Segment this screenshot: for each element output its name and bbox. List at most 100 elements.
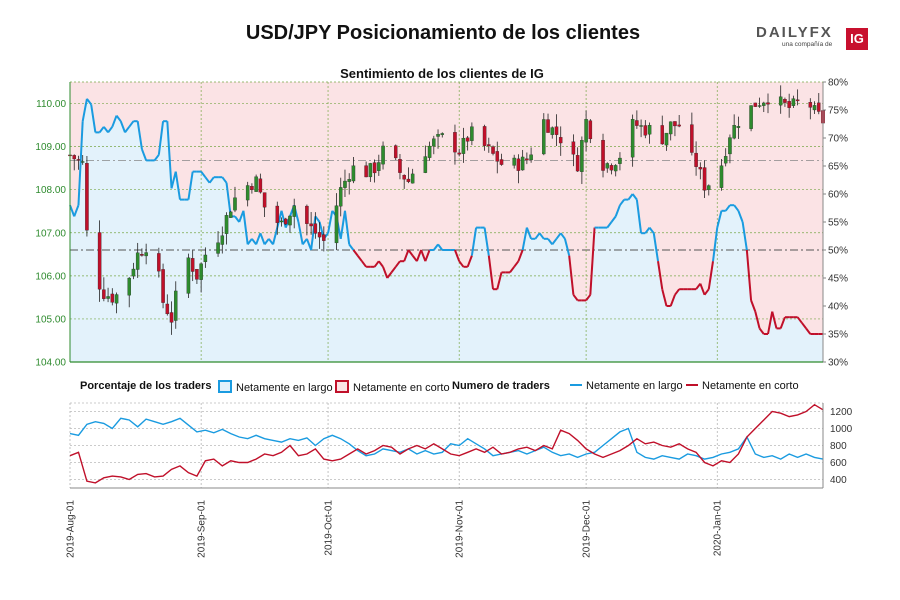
long-pct-line-segment [551,238,558,246]
candle-body [338,187,343,207]
candle-body [753,102,758,107]
long-sentiment-area [70,98,823,363]
candle-body [660,125,664,145]
long-pct-line-segment [386,271,393,279]
long-pct-line-segment [801,322,807,330]
candle-body [368,163,373,178]
candle-body [470,126,474,141]
legend-short-swatch [335,380,349,393]
pct-tick-label: 40% [828,302,848,313]
pct-tick-label: 50% [828,246,848,257]
candle-body [220,235,225,245]
candle-body [258,178,263,193]
candle-body [313,223,318,234]
candle-body [372,162,377,174]
long-pct-line-segment [458,260,465,268]
candle-body [224,215,229,234]
candle-body [288,215,292,226]
candle-body [322,234,326,241]
long-pct-line-segment [111,115,118,128]
candle-body [199,263,203,280]
long-pct-line-segment [420,249,427,262]
candle-body [639,125,643,127]
long-pct-line-segment [627,193,634,201]
logo-ig-badge: IG [846,28,868,50]
candle-body [487,144,491,147]
long-pct-line-segment [378,260,384,268]
candle-body [783,99,787,103]
price-tick-label: 110.00 [36,99,66,110]
long-pct-line-segment [589,227,596,295]
short-sentiment-area [70,82,823,334]
candle-body [161,269,165,303]
candle-body [76,159,81,161]
long-pct-line-segment [86,98,92,106]
long-pct-line-segment [433,243,439,251]
long-pct-line-segment [390,266,397,274]
long-pct-line-segment [382,266,389,279]
legend-num-title: Numero de traders [452,380,550,392]
count-tick-label: 1000 [830,424,853,435]
long-pct-line-segment [466,255,473,268]
long-pct-line-segment [767,311,774,335]
candle-body [732,125,736,139]
long-pct-line-segment [669,294,676,307]
long-pct-line-segment [424,249,431,262]
long-pct-line-segment [259,232,266,245]
candle-body [525,158,529,161]
long-pct-line-segment [263,238,270,246]
legend-num-short: Netamente en corto [686,380,799,392]
pct-tick-label: 65% [828,162,848,173]
long-pct-line-segment [805,327,812,335]
count-tick-label: 400 [830,475,847,486]
candle-body [393,145,398,159]
candle-body [157,253,161,272]
candle-body [542,119,546,155]
long-pct-line-segment [635,199,643,234]
candle-body [190,258,195,272]
candle-body [144,252,148,257]
dailyfx-logo: DAILYFX una compañía de IG [756,24,868,50]
long-pct-line-segment [707,261,715,290]
candle-body [406,178,411,182]
long-pct-line-segment [90,104,97,133]
legend-pct-short: Netamente en corto [335,380,450,394]
candle-body [728,137,732,155]
long-pct-line-segment [724,204,731,212]
count-tick-label: 600 [830,458,847,469]
candle-body [694,152,698,167]
candle-body [309,223,313,227]
chart-subtitle: Sentimiento de los clientes de IG [340,66,544,81]
short-count-line [69,403,824,484]
candle-body [275,205,280,223]
candle-body [766,102,770,105]
candle-body [580,140,584,172]
candle-body [381,145,385,165]
candle-body [550,127,555,135]
candle-body [465,137,470,142]
candle-body [647,125,652,135]
long-pct-line-segment [758,327,765,335]
legend-num-long-label: Netamente en largo [586,380,683,392]
long-count-line [69,417,824,460]
long-pct-line-segment [610,215,617,223]
long-pct-line-segment [361,260,367,268]
long-pct-line-segment [314,215,321,223]
candle-body [491,146,495,154]
long-pct-line-segment [513,260,520,268]
legend-pct-long: Netamente en largo [218,380,333,394]
logo-tagline: una compañía de [782,41,833,48]
candle-body [106,296,110,299]
candle-body [762,102,766,106]
candle-body [707,185,711,190]
long-pct-line-segment [631,193,638,201]
long-pct-line-segment [327,210,334,234]
long-pct-line-segment [208,176,215,184]
long-pct-line-segment [644,226,651,234]
candle-body [262,192,267,208]
long-pct-line-segment [652,233,660,262]
pct-tick-label: 70% [828,134,848,145]
candle-body [588,120,593,140]
price-tick-label: 108.00 [35,185,66,196]
long-pct-line-segment [310,216,317,251]
